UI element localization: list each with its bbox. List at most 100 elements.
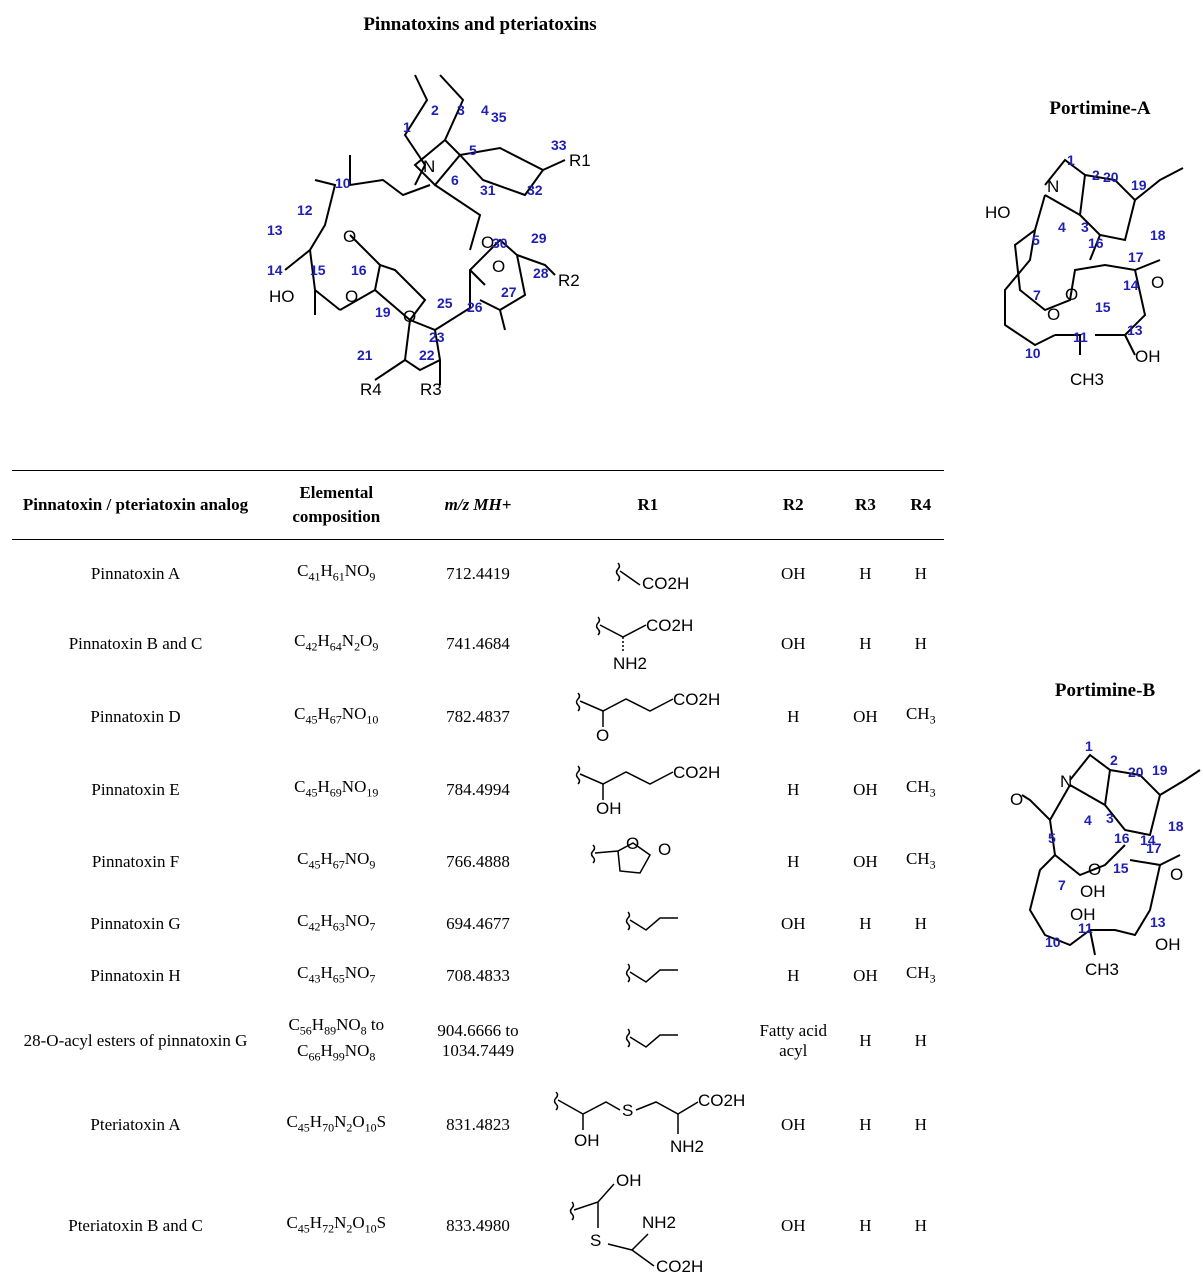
main-atom-r4: R4	[360, 380, 382, 399]
cell-composition: C56H89NO8 to C66H99NO8	[288, 1015, 385, 1063]
svg-text:1: 1	[403, 119, 411, 135]
main-atom-o4: O	[481, 233, 494, 252]
cell-composition: C45H72N2O10S	[286, 1212, 387, 1236]
r1-structure-1: CO2H NH2	[595, 616, 693, 673]
svg-text:2: 2	[1092, 167, 1100, 183]
svg-text:5: 5	[1032, 232, 1040, 248]
analog-table: Pinnatoxin / pteriatoxin analog Elementa…	[12, 470, 944, 1282]
cell-r3: H	[859, 1215, 872, 1235]
svg-text:18: 18	[1150, 227, 1166, 243]
cell-mz: 784.4994	[446, 779, 510, 799]
table-row: Pinnatoxin H C43H65NO7 708.4833 H OH CH3	[12, 950, 944, 1002]
svg-text:CO2H: CO2H	[656, 1257, 703, 1276]
svg-text:31: 31	[480, 182, 496, 198]
svg-text:15: 15	[1113, 860, 1129, 876]
svg-text:15: 15	[310, 262, 326, 278]
svg-text:11: 11	[1073, 329, 1088, 345]
svg-text:CO2H: CO2H	[673, 763, 720, 782]
main-title: Pinnatoxins and pteriatoxins	[363, 14, 597, 35]
svg-text:32: 32	[527, 182, 543, 198]
header-r1: R1	[542, 470, 754, 540]
svg-text:O: O	[658, 840, 671, 859]
cell-name: Pinnatoxin B and C	[68, 633, 203, 653]
svg-text:CO2H: CO2H	[698, 1091, 745, 1110]
pa-atom-o1: O	[1065, 285, 1078, 304]
svg-text:14: 14	[1123, 277, 1139, 293]
cell-r3: H	[859, 1114, 872, 1134]
cell-name: Pinnatoxin F	[91, 851, 180, 871]
cell-composition: C45H69NO19	[294, 776, 379, 800]
cell-r1: O CO2H	[543, 680, 754, 754]
cell-r4: H	[914, 1114, 927, 1134]
pb-atom-ch3: CH3	[1085, 960, 1119, 979]
svg-text:26: 26	[467, 299, 483, 315]
cell-r1: OH S CO2H NH2	[543, 1080, 754, 1170]
cell-composition: C43H65NO7	[297, 962, 376, 986]
svg-text:3: 3	[457, 102, 465, 118]
cell-name: 28-O-acyl esters of pinnatoxin G	[23, 1030, 248, 1050]
cell-mz: 766.4888	[446, 851, 510, 871]
table-row: Pinnatoxin D C45H67NO10 782.4837 O CO2H H OH CH…	[12, 680, 944, 754]
cell-mz: 831.4823	[446, 1114, 510, 1134]
svg-text:15: 15	[1095, 299, 1111, 315]
svg-text:12: 12	[297, 202, 313, 218]
main-atom-r2: R2	[558, 271, 580, 290]
svg-text:19: 19	[1131, 177, 1147, 193]
cell-mz: 782.4837	[446, 706, 510, 726]
pb-atom-oh3: OH	[1155, 935, 1181, 954]
svg-text:20: 20	[1128, 764, 1144, 780]
cell-r2: OH	[780, 913, 806, 933]
cell-mz: 708.4833	[446, 965, 510, 985]
svg-text:2: 2	[431, 102, 439, 118]
main-position-numbers: 1 2 3 4 5 6 10 12 13 14 15 16 19 21 22 2…	[267, 102, 567, 363]
cell-name: Pteriatoxin B and C	[68, 1215, 203, 1235]
svg-text:OH: OH	[596, 799, 622, 816]
pb-atom-o1: O	[1010, 790, 1023, 809]
svg-text:1: 1	[1067, 152, 1075, 168]
main-atom-r1: R1	[569, 151, 591, 170]
main-atom-ho: HO	[269, 287, 295, 306]
svg-text:35: 35	[491, 109, 507, 125]
cell-r4: CH3	[905, 848, 936, 872]
svg-text:S: S	[590, 1231, 601, 1250]
svg-text:5: 5	[1048, 830, 1056, 846]
cell-r4: CH3	[905, 776, 936, 800]
cell-mz: 694.4677	[446, 913, 510, 933]
portimine-b-title: Portimine-B	[1054, 680, 1156, 701]
pb-atom-oh1: OH	[1080, 882, 1106, 901]
cell-r1	[543, 898, 754, 950]
svg-text:6: 6	[451, 172, 459, 188]
cell-composition: C41H61NO9	[297, 561, 376, 584]
svg-text:23: 23	[429, 329, 445, 345]
svg-text:14: 14	[1140, 832, 1156, 848]
header-name: Pinnatoxin / pteriatoxin analog	[12, 470, 260, 540]
svg-text:CO2H: CO2H	[646, 616, 693, 635]
svg-text:17: 17	[1128, 249, 1144, 265]
svg-text:30: 30	[492, 235, 508, 251]
cell-composition: C45H67NO10	[294, 703, 379, 727]
pa-atom-ho: HO	[985, 203, 1011, 222]
svg-text:CO2H: CO2H	[642, 574, 689, 591]
svg-text:33: 33	[551, 137, 567, 153]
svg-text:7: 7	[1058, 877, 1066, 893]
pb-position-numbers: 1 2 3 4 5 7 10 11 13 14 15 16 17 18 19 2…	[1045, 738, 1184, 950]
r1-structure-7	[625, 1028, 678, 1048]
svg-text:O: O	[626, 834, 639, 853]
cell-r2: OH	[780, 1114, 806, 1134]
main-atom-r3: R3	[420, 380, 442, 399]
cell-r3: OH	[853, 706, 878, 726]
analog-table-container: Pinnatoxin / pteriatoxin analog Elementa…	[12, 470, 944, 1282]
svg-text:2: 2	[1110, 752, 1118, 768]
cell-r1: CO2H NH2	[543, 608, 754, 680]
cell-r3: OH	[853, 851, 878, 871]
pb-atom-n: N	[1060, 772, 1072, 791]
cell-name: Pinnatoxin H	[90, 965, 181, 985]
svg-text:16: 16	[351, 262, 367, 278]
pinnatoxin-core-structure: N O O O O O HO R1 R2 R3 R4 1 2 3 4 5 6 1…	[267, 74, 591, 399]
cell-r4: H	[914, 563, 927, 583]
svg-text:1: 1	[1085, 738, 1093, 754]
cell-r4: H	[914, 633, 927, 653]
pa-atom-oh: OH	[1135, 347, 1161, 366]
svg-text:5: 5	[469, 142, 477, 158]
